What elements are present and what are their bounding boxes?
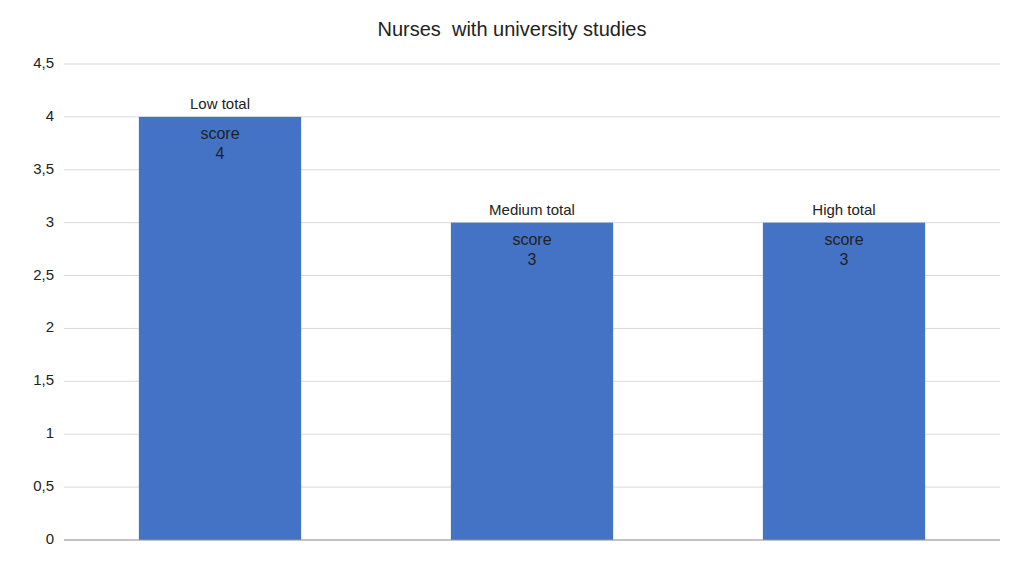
grid-line (64, 64, 1000, 65)
y-tick-label: 2,5 (33, 266, 54, 283)
bars (139, 117, 925, 540)
labels: Low total score4 Medium total score3 High to… (190, 95, 876, 268)
x-axis-line (64, 540, 1000, 541)
y-tick-label: 0,5 (33, 477, 54, 494)
bar (139, 117, 301, 540)
y-tick-label: 2 (46, 318, 54, 335)
y-tick-label: 4,5 (33, 54, 54, 71)
category-label: Low total (190, 95, 250, 112)
y-tick-label: 3,5 (33, 160, 54, 177)
category-label: High total (812, 201, 875, 218)
y-tick-label: 4 (46, 107, 54, 124)
data-label: score3 (824, 231, 863, 268)
y-tick-label: 3 (46, 213, 54, 230)
y-axis: 0 0,5 1 1,5 2 2,5 3 3,5 4 4,5 (33, 54, 54, 547)
chart-svg: Nurses with university studies 0 0,5 1 1,5 2 2… (0, 0, 1024, 570)
title: Nurses with university studies (378, 18, 647, 40)
grid-line (64, 540, 1000, 541)
category-label: Medium total (489, 201, 575, 218)
bar (763, 223, 925, 540)
y-tick-label: 1,5 (33, 371, 54, 388)
data-label: score3 (512, 231, 551, 268)
y-tick-label: 0 (46, 530, 54, 547)
bar (451, 223, 613, 540)
y-tick-label: 1 (46, 424, 54, 441)
grid (64, 64, 1000, 540)
chart-container: Nurses with university studies 0 0,5 1 1,5 2 2… (0, 0, 1024, 570)
data-label: score4 (200, 125, 239, 162)
